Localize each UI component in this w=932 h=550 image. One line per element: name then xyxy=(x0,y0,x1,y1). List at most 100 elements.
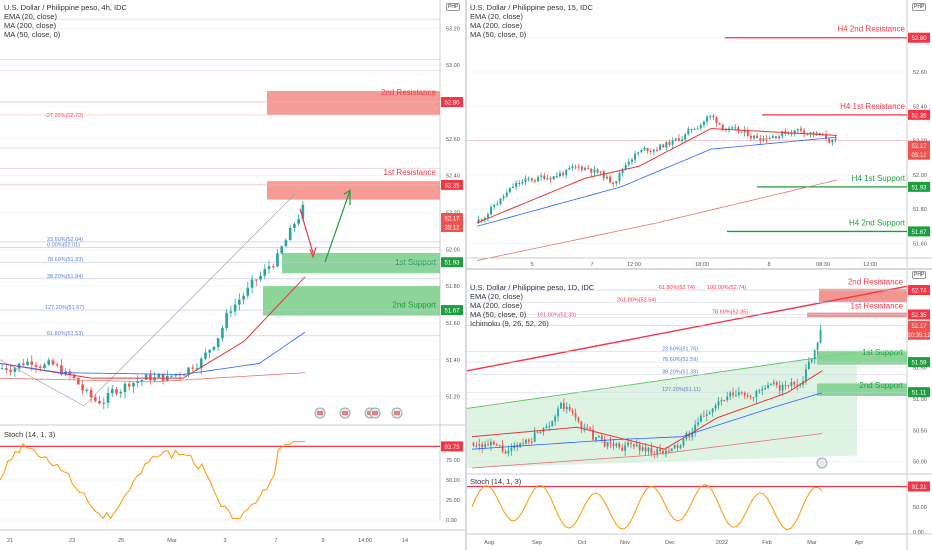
sup1-label: 1st Support xyxy=(395,258,437,267)
candle xyxy=(170,375,173,377)
event-flag-icon xyxy=(317,411,323,415)
badge-res1: 52.35 xyxy=(444,183,460,189)
candle xyxy=(522,443,524,445)
candle xyxy=(787,133,790,135)
y-tick-label: 53.20 xyxy=(446,26,460,32)
indicator-ema[interactable]: EMA (20, close) xyxy=(4,12,57,21)
indicator-ema[interactable]: EMA (20, close) xyxy=(470,12,523,21)
y-tick-label: 25.00 xyxy=(446,498,460,504)
candle xyxy=(533,432,536,442)
candle xyxy=(543,175,546,180)
h4r1-label: H4 1st Resistance xyxy=(840,102,905,111)
ema-line xyxy=(471,370,823,450)
x-tick-label: 7 xyxy=(590,262,593,268)
candle xyxy=(548,425,551,427)
candle xyxy=(717,401,720,406)
candle xyxy=(665,142,668,148)
res1-label: 1st Resistance xyxy=(851,302,904,311)
badge-h4r2: 52.80 xyxy=(911,36,927,42)
candle xyxy=(106,393,110,403)
candle xyxy=(486,214,489,218)
candle xyxy=(770,383,772,385)
indicator-ma50[interactable]: MA (50, close, 0) xyxy=(4,30,61,39)
ema-line xyxy=(0,276,306,379)
indicator-ma50[interactable]: MA (50, close, 0) xyxy=(470,310,527,319)
badge-sup2: 51.67 xyxy=(444,309,460,315)
candle xyxy=(715,117,718,123)
badge-h4s2-bg xyxy=(908,226,930,237)
candle xyxy=(796,384,799,386)
y-tick-label: 51.50 xyxy=(913,366,927,372)
badge-res1: 52.35 xyxy=(911,313,927,319)
candle xyxy=(480,219,483,221)
x-tick-label: 18:00 xyxy=(695,262,709,268)
badge-time: 20:35:12 xyxy=(907,333,931,339)
candle xyxy=(644,447,647,452)
candle xyxy=(487,444,489,446)
indicator-ichimoku[interactable]: Ichimoku (9, 26, 52, 26) xyxy=(470,319,549,328)
candle xyxy=(618,443,621,448)
candle xyxy=(662,144,665,148)
candle xyxy=(618,173,621,182)
trend-line xyxy=(0,193,296,407)
candle xyxy=(527,439,530,442)
indicator-ma50[interactable]: MA (50, close, 0) xyxy=(470,30,527,39)
badge-time: 35:12 xyxy=(444,226,460,232)
candle xyxy=(492,441,495,445)
candle xyxy=(216,338,220,347)
badge-res2: 52.80 xyxy=(444,101,460,107)
currency-badge[interactable]: PHP xyxy=(446,3,461,11)
candle xyxy=(580,166,583,170)
candle xyxy=(546,178,549,180)
candle xyxy=(562,403,565,410)
candle xyxy=(577,417,580,422)
indicator-ma200[interactable]: MA (200, close) xyxy=(470,301,523,310)
y-tick-label: 75.00 xyxy=(446,458,460,464)
candle xyxy=(157,374,161,378)
candle xyxy=(254,279,258,281)
candle xyxy=(182,374,186,376)
candle xyxy=(524,178,527,182)
chart-1d-panel: 51.50 51.00 50.50 50.00 2nd Resistance 1st Re… xyxy=(467,270,932,550)
indicator-ma200[interactable]: MA (200, close) xyxy=(4,21,57,30)
y-tick-label: 51.20 xyxy=(446,395,460,401)
currency-badge[interactable]: PHP xyxy=(912,3,927,11)
candle xyxy=(761,388,764,391)
candle xyxy=(472,442,475,446)
candle xyxy=(115,389,118,394)
badge-time-bg xyxy=(908,149,930,160)
y-tick-label: 52.00 xyxy=(913,173,927,179)
candle xyxy=(759,138,762,141)
candle xyxy=(55,364,59,366)
sup2-label: 2nd Support xyxy=(392,301,436,310)
y-tick-label: 52.00 xyxy=(446,247,460,253)
candle xyxy=(571,410,574,413)
currency-badge[interactable]: PHP xyxy=(912,271,927,279)
candle xyxy=(94,397,97,401)
indicator-ema[interactable]: EMA (20, close) xyxy=(470,292,523,301)
candle xyxy=(34,364,38,367)
x-tick-label: 12:00 xyxy=(863,262,877,268)
candle xyxy=(562,172,565,176)
candle xyxy=(521,181,524,184)
candle xyxy=(593,169,596,173)
candle xyxy=(749,135,752,139)
candle xyxy=(508,187,511,193)
y-tick-label: 51.60 xyxy=(446,321,460,327)
x-tick-label: 7 xyxy=(274,538,277,544)
badge-sup1: 51.93 xyxy=(444,261,460,267)
sup2-zone xyxy=(263,286,440,316)
candle xyxy=(586,427,589,429)
candle xyxy=(752,397,755,399)
candle xyxy=(597,435,600,438)
indicator-ma200[interactable]: MA (200, close) xyxy=(470,21,523,30)
candle xyxy=(136,381,139,383)
candle xyxy=(793,130,796,135)
ma50-line xyxy=(471,392,823,450)
y-tick-label: 51.80 xyxy=(446,284,460,290)
candle xyxy=(301,204,305,220)
candle xyxy=(527,178,530,180)
badge-stoch-bg xyxy=(908,481,930,492)
y-tick-label: 51.40 xyxy=(446,358,460,364)
